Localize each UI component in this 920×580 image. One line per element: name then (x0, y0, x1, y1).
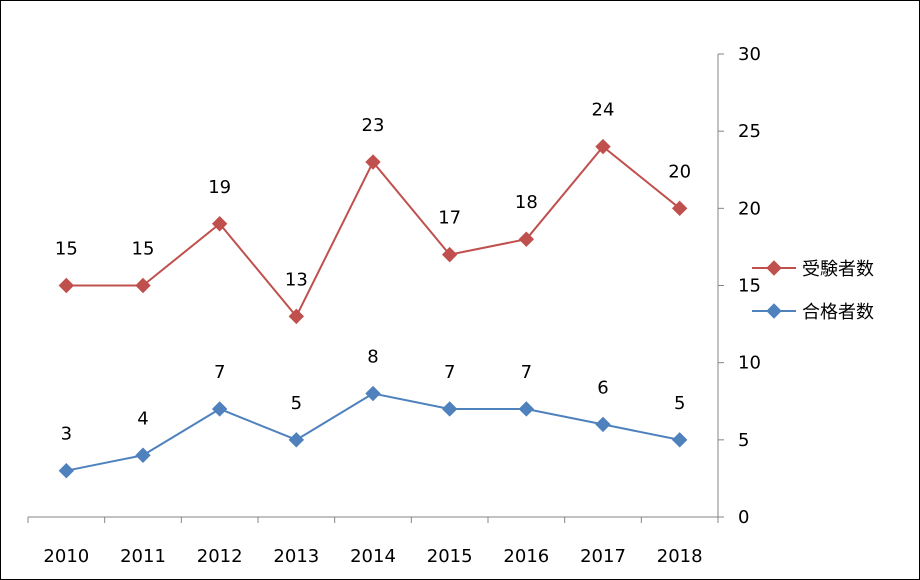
data-label: 19 (208, 177, 231, 198)
x-tick-label: 2014 (350, 546, 396, 567)
data-label: 6 (597, 377, 608, 398)
data-label: 15 (132, 239, 155, 260)
data-point-marker (58, 462, 75, 479)
data-point-marker (365, 154, 381, 170)
y-tick-label: 5 (738, 430, 749, 451)
data-label: 5 (291, 393, 302, 414)
data-label: 4 (137, 408, 148, 429)
legend-label: 受験者数 (802, 259, 874, 280)
data-label: 15 (55, 239, 78, 260)
data-label: 20 (668, 161, 691, 182)
x-tick-label: 2018 (657, 546, 703, 567)
data-label: 17 (438, 208, 461, 229)
y-tick-label: 15 (738, 276, 761, 297)
x-tick-label: 2011 (120, 546, 166, 567)
data-point-marker (518, 231, 535, 247)
x-tick-label: 2010 (43, 546, 89, 567)
data-label: 18 (515, 192, 538, 213)
y-tick-label: 20 (738, 198, 761, 219)
x-tick-label: 2015 (427, 546, 473, 567)
data-point-marker (288, 432, 305, 448)
data-label: 13 (285, 269, 308, 290)
data-point-marker (595, 416, 611, 433)
data-point-marker (518, 401, 535, 417)
data-point-marker (441, 246, 458, 263)
data-point-marker (211, 216, 228, 232)
x-tick-label: 2017 (580, 546, 626, 567)
data-label: 23 (362, 115, 385, 136)
y-tick-label: 30 (738, 44, 761, 65)
data-point-marker (671, 200, 688, 217)
data-point-marker (671, 432, 688, 448)
legend-label: 合格者数 (802, 302, 874, 323)
data-point-marker (595, 138, 611, 155)
data-point-marker (58, 277, 75, 294)
y-tick-label: 10 (738, 353, 761, 374)
data-point-marker (365, 385, 381, 402)
data-point-marker (441, 401, 458, 417)
legend-marker (766, 303, 782, 319)
y-tick-label: 0 (738, 507, 749, 528)
data-label: 7 (214, 362, 225, 383)
series-line (66, 392, 680, 472)
data-point-marker (135, 277, 151, 294)
data-label: 8 (367, 347, 378, 368)
y-tick-label: 25 (738, 121, 761, 142)
data-label: 7 (444, 362, 455, 383)
data-label: 7 (521, 362, 532, 383)
data-label: 3 (61, 424, 72, 445)
x-tick-label: 2012 (197, 546, 243, 567)
x-tick-label: 2016 (503, 546, 549, 567)
data-point-marker (288, 308, 305, 325)
legend-marker (766, 260, 782, 276)
data-label: 24 (592, 100, 615, 121)
data-point-marker (211, 401, 228, 417)
data-label: 5 (674, 393, 685, 414)
data-point-marker (135, 447, 151, 463)
x-tick-label: 2013 (273, 546, 319, 567)
series-line (66, 145, 681, 318)
